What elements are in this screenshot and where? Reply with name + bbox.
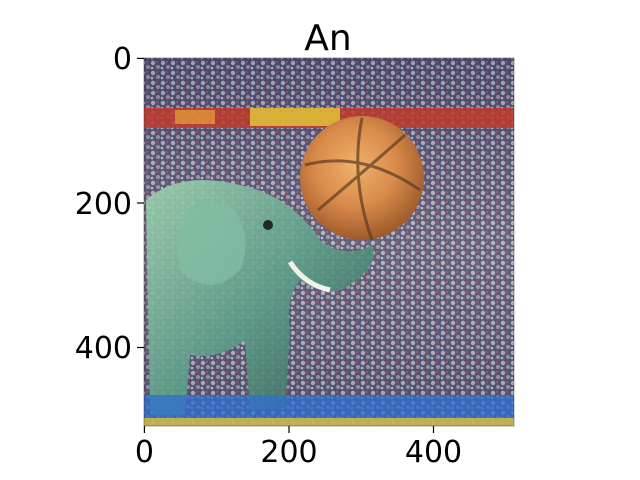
y-tick-label-0: 0 bbox=[113, 42, 132, 77]
elephant-eye bbox=[263, 220, 273, 230]
y-axis bbox=[137, 57, 144, 349]
x-axis bbox=[143, 426, 435, 433]
x-tick-label-200: 200 bbox=[260, 435, 317, 470]
y-tick-label-400: 400 bbox=[75, 331, 132, 366]
basketball-seams bbox=[304, 117, 421, 241]
image-panel bbox=[144, 58, 514, 426]
x-tick-label-0: 0 bbox=[135, 435, 154, 470]
elephant-tusk bbox=[287, 260, 331, 293]
x-tick-label-400: 400 bbox=[405, 435, 462, 470]
image-frame bbox=[143, 57, 515, 427]
elephant-ear bbox=[177, 200, 246, 285]
figure-title: An bbox=[304, 18, 351, 59]
banner-highlight bbox=[250, 108, 340, 126]
y-tick-label-200: 200 bbox=[75, 187, 132, 222]
banner-highlight-2 bbox=[175, 110, 215, 124]
court-edge bbox=[144, 418, 514, 426]
basketball bbox=[300, 116, 424, 240]
